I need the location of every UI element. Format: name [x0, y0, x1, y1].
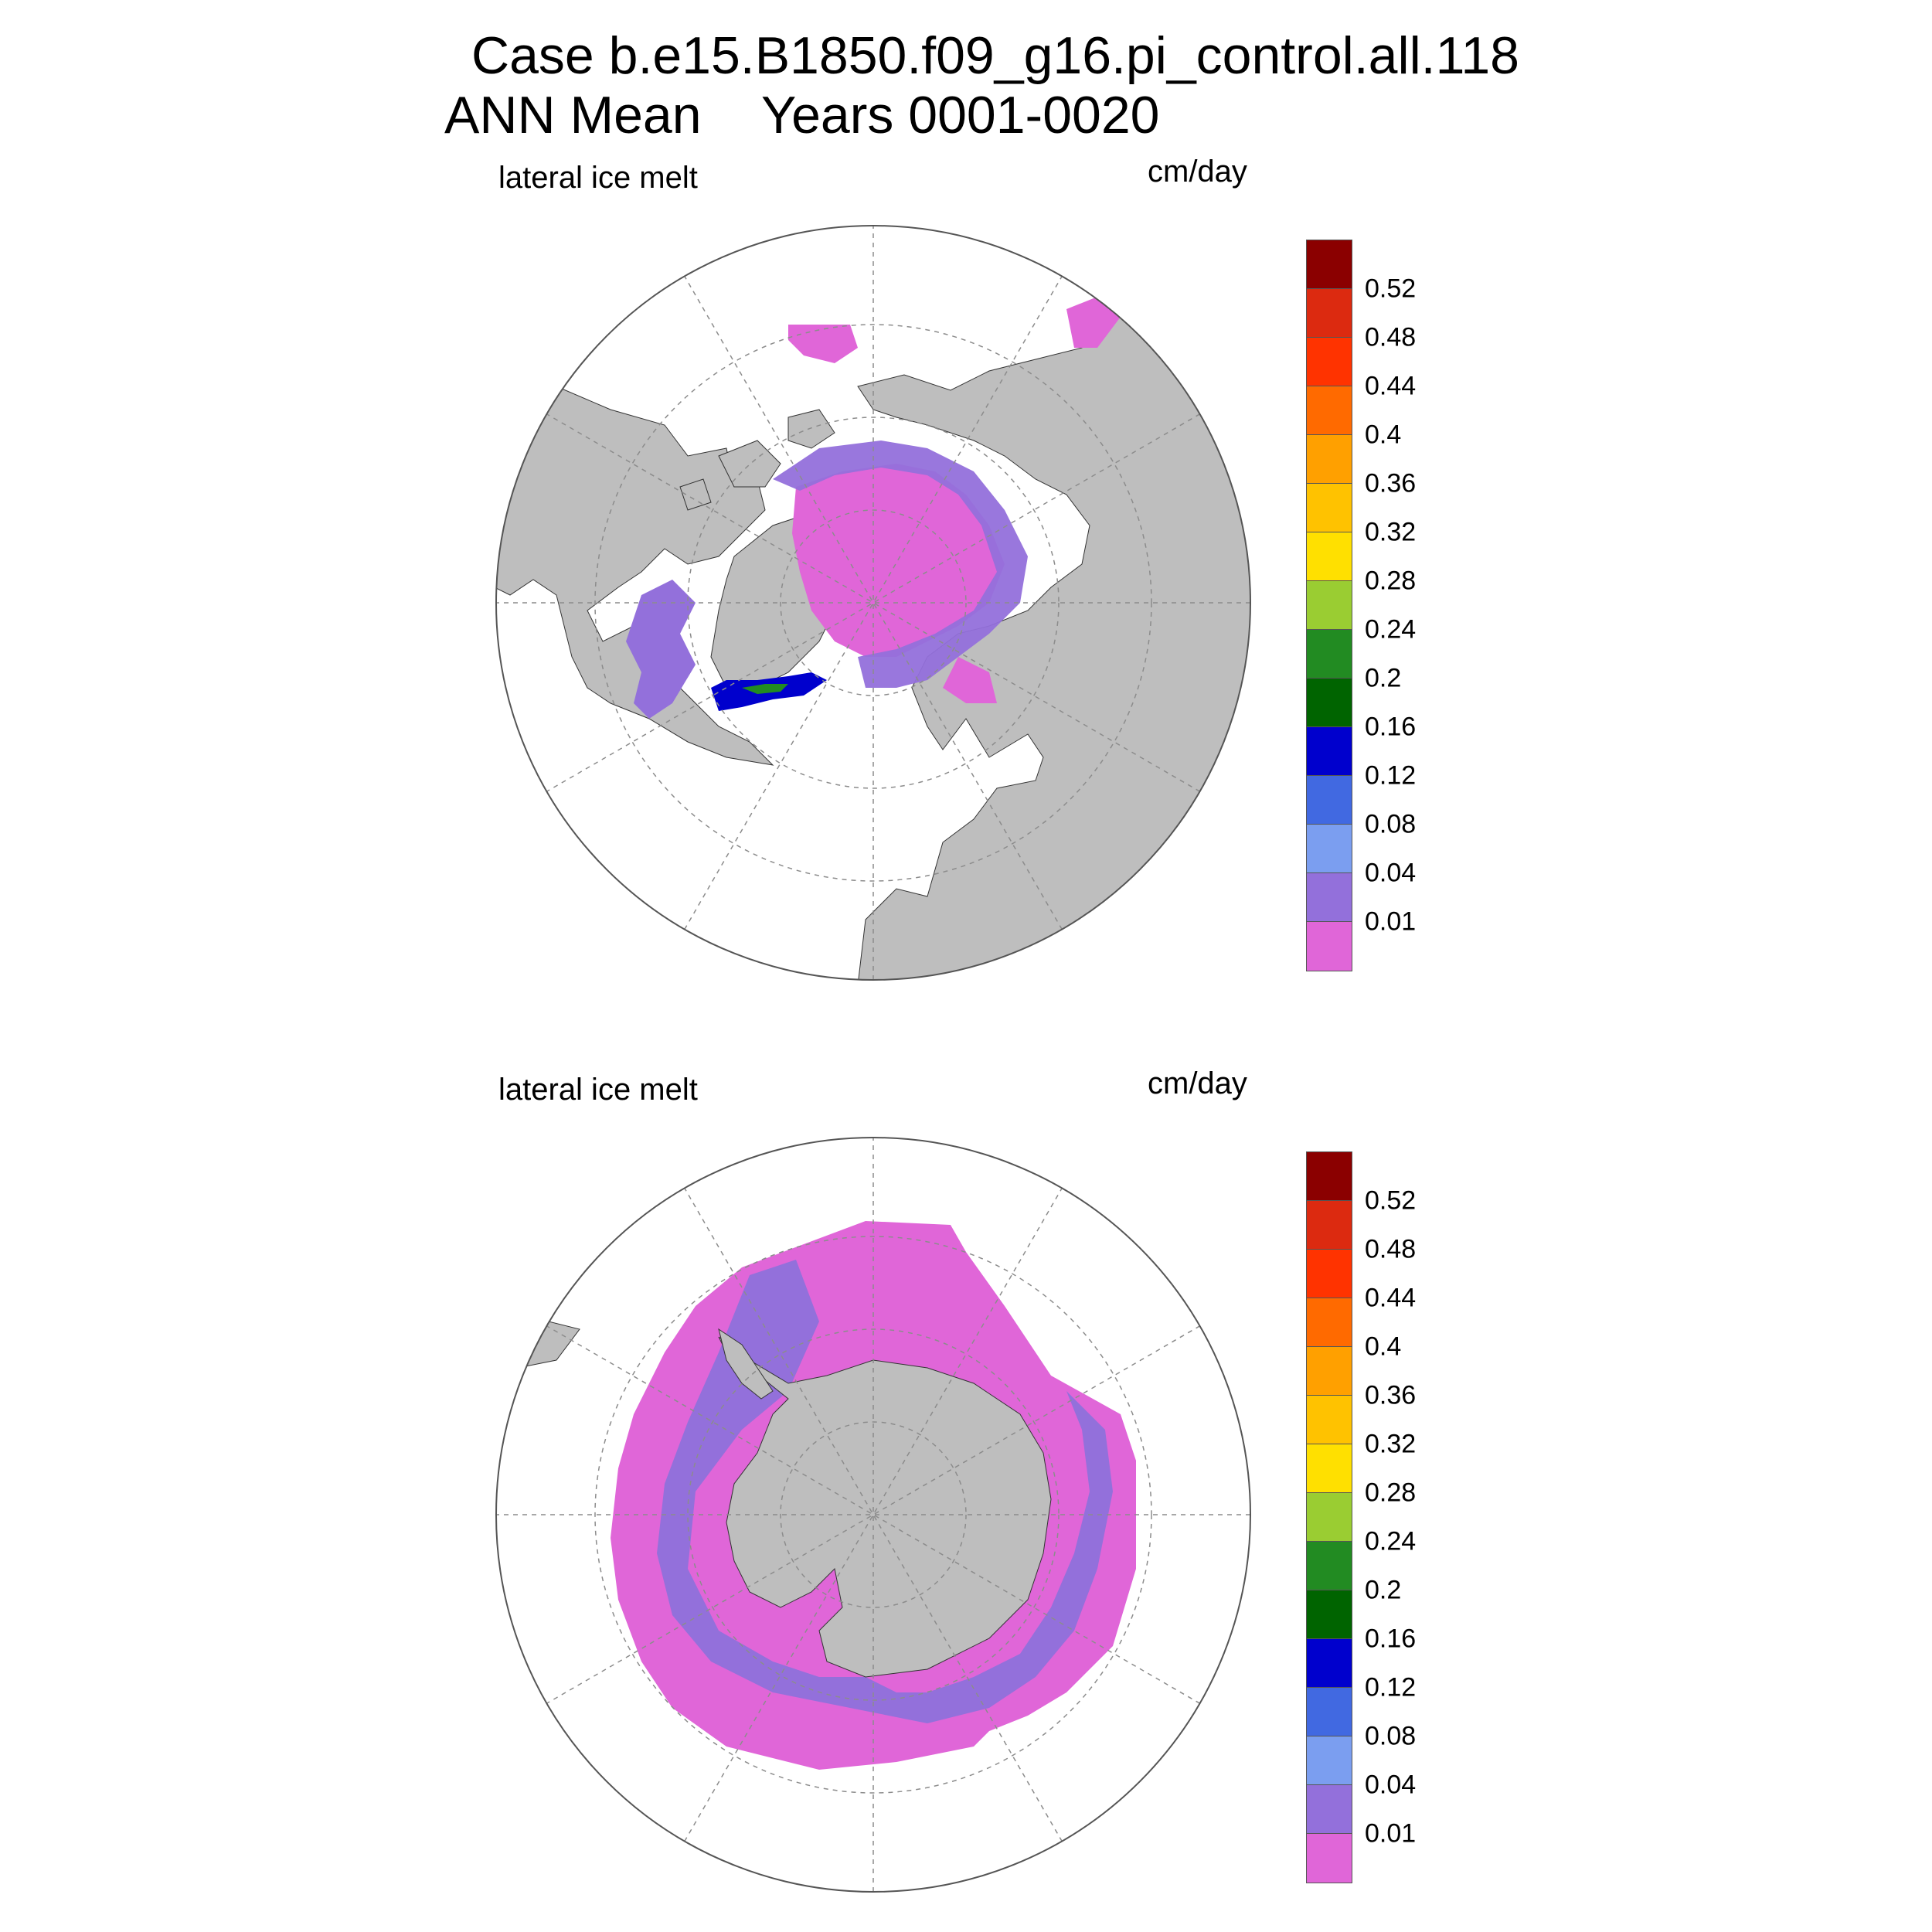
north-colorbar-swatch [1307, 922, 1352, 971]
panel-south-variable: lateral ice melt [498, 1073, 698, 1107]
south-colorbar-swatch [1307, 1250, 1352, 1298]
panel-south-units: cm/day [1148, 1066, 1247, 1100]
panel-south: lateral ice melt cm/day [0, 912, 1932, 1893]
south-colorbar-tick: 0.04 [1365, 1770, 1417, 1800]
south-colorbar-tick: 0.12 [1365, 1672, 1417, 1702]
south-graticule [496, 1138, 1250, 1892]
south-colorbar-tick: 0.28 [1365, 1478, 1417, 1508]
north-colorbar-swatch [1307, 581, 1352, 630]
north-colorbar-tick: 0.16 [1365, 712, 1417, 742]
north-colorbar-swatch [1307, 484, 1352, 532]
north-colorbar-swatch [1307, 289, 1352, 338]
south-colorbar-swatch [1307, 1688, 1352, 1736]
north-colorbar-tick: 0.01 [1365, 906, 1417, 937]
north-polar-map [495, 225, 1251, 981]
north-colorbar-tick: 0.36 [1365, 468, 1417, 498]
south-colorbar-swatch [1307, 1444, 1352, 1493]
south-colorbar-swatch [1307, 1298, 1352, 1347]
north-colorbar-tick: 0.28 [1365, 566, 1417, 596]
north-colorbar-tick: 0.04 [1365, 858, 1417, 888]
south-colorbar-swatch [1307, 1493, 1352, 1542]
north-colorbar-swatch [1307, 873, 1352, 922]
south-colorbar-swatch [1307, 1542, 1352, 1590]
north-colorbar-swatch [1307, 825, 1352, 873]
north-ice-labrador [626, 580, 696, 719]
north-colorbar-tick: 0.24 [1365, 614, 1417, 645]
south-colorbar-swatch [1307, 1834, 1352, 1883]
south-colorbar-tick: 0.4 [1365, 1332, 1402, 1362]
south-colorbar-tick: 0.44 [1365, 1283, 1417, 1313]
north-ice-rim [773, 440, 1028, 688]
title-season: ANN Mean [444, 86, 702, 145]
north-graticule [496, 226, 1250, 980]
north-colorbar-swatch [1307, 435, 1352, 484]
north-colorbar-swatch [1307, 727, 1352, 776]
north-colorbar-tick: 0.4 [1365, 420, 1402, 450]
title-case: Case b.e15.B1850.f09_g16.pi_control.all.… [471, 26, 1519, 85]
panel-north-variable: lateral ice melt [498, 161, 698, 195]
north-land-archipelago [679, 409, 835, 511]
north-colorbar: 0.52 0.48 0.44 0.4 0.36 0.32 0.28 0.24 0.2 0.16 0.… [1306, 240, 1416, 971]
south-colorbar-swatch [1307, 1590, 1352, 1639]
north-colorbar-tick: 0.12 [1365, 760, 1417, 791]
south-colorbar-tick: 0.01 [1365, 1818, 1417, 1849]
north-ice-greenland-coast-green [742, 684, 788, 694]
north-colorbar-swatch [1307, 240, 1352, 289]
south-colorbar-swatch [1307, 1152, 1352, 1201]
south-colorbar-tick: 0.32 [1365, 1429, 1417, 1459]
south-colorbar-tick: 0.52 [1365, 1185, 1417, 1216]
south-colorbar-swatch [1307, 1736, 1352, 1785]
panel-north: lateral ice melt cm/day [0, 0, 1932, 981]
north-colorbar-tick: 0.32 [1365, 517, 1417, 547]
north-colorbar-swatch [1307, 386, 1352, 435]
south-map-border [495, 1137, 1251, 1893]
north-colorbar-swatch [1307, 630, 1352, 679]
north-colorbar-tick: 0.08 [1365, 809, 1417, 839]
south-colorbar-tick: 0.24 [1365, 1526, 1417, 1556]
north-colorbar-tick: 0.52 [1365, 274, 1417, 304]
south-colorbar: 0.52 0.48 0.44 0.4 0.36 0.32 0.28 0.24 0.2 0.16 0.… [1306, 1151, 1416, 1883]
north-colorbar-tick: 0.44 [1365, 371, 1417, 401]
north-colorbar-tick: 0.2 [1365, 663, 1402, 693]
south-colorbar-swatch [1307, 1785, 1352, 1834]
north-colorbar-swatch [1307, 776, 1352, 825]
south-colorbar-tick: 0.36 [1365, 1380, 1417, 1410]
panel-north-units: cm/day [1148, 155, 1247, 189]
north-colorbar-swatch [1307, 532, 1352, 581]
south-colorbar-swatch [1307, 1639, 1352, 1688]
south-colorbar-tick: 0.08 [1365, 1721, 1417, 1751]
south-land-peninsula [718, 1328, 774, 1400]
north-colorbar-swatches [1306, 240, 1352, 971]
north-map-border [495, 225, 1251, 981]
south-colorbar-swatch [1307, 1347, 1352, 1396]
title-years: Years 0001-0020 [761, 86, 1160, 145]
north-ice-bering [788, 325, 858, 363]
north-colorbar-tick: 0.48 [1365, 322, 1417, 352]
south-polar-map [495, 1137, 1251, 1893]
north-ice-barents [943, 657, 997, 703]
south-colorbar-swatch [1307, 1201, 1352, 1250]
north-colorbar-swatch [1307, 679, 1352, 727]
south-colorbar-swatch [1307, 1396, 1352, 1444]
north-colorbar-swatch [1307, 338, 1352, 386]
south-colorbar-swatches [1306, 1151, 1352, 1883]
south-colorbar-tick: 0.48 [1365, 1234, 1417, 1264]
south-colorbar-tick: 0.2 [1365, 1575, 1402, 1605]
south-colorbar-tick: 0.16 [1365, 1624, 1417, 1654]
